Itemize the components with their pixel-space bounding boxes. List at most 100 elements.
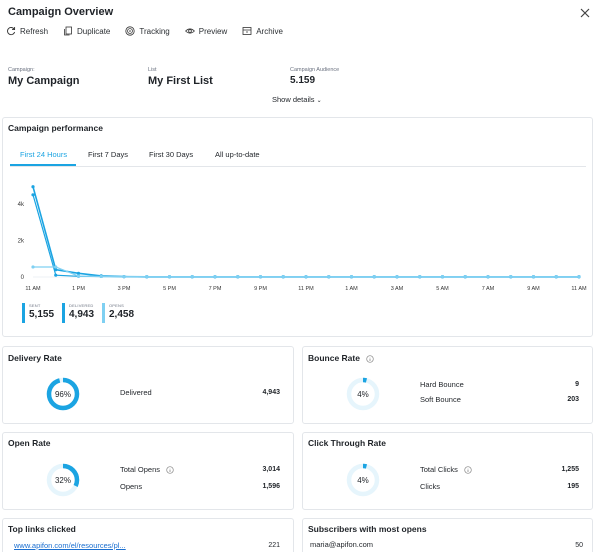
data-point xyxy=(463,275,467,279)
info-icon[interactable] xyxy=(366,355,374,363)
data-point xyxy=(281,275,285,279)
eye-icon xyxy=(184,28,195,34)
data-point xyxy=(145,275,149,279)
total-clicks-value: 1,255 xyxy=(561,466,579,473)
data-point xyxy=(99,274,103,279)
campaign-name: My Campaign xyxy=(8,75,80,87)
x-tick-label: 7 PM xyxy=(209,286,222,292)
info-icon[interactable] xyxy=(166,466,174,474)
close-icon[interactable] xyxy=(578,6,592,20)
total-opens-value: 3,014 xyxy=(262,466,280,473)
data-point xyxy=(304,275,308,279)
series-line xyxy=(32,186,579,278)
subscribers-card xyxy=(302,518,593,552)
x-tick-label: 9 AM xyxy=(527,286,540,292)
list-label: List xyxy=(148,67,157,73)
delivered-label: Delivered xyxy=(120,388,152,397)
archive-button[interactable]: Archive xyxy=(242,26,283,36)
bounce-rate-percent: 4% xyxy=(357,390,369,399)
stat-opens-label: OPENS xyxy=(109,303,125,308)
x-tick-label: 11 AM xyxy=(571,286,587,292)
toolbar: Refresh Duplicate Tracking Preview Archi… xyxy=(6,24,298,38)
x-tick-label: 1 AM xyxy=(345,286,358,292)
refresh-label: Refresh xyxy=(20,26,49,36)
data-point xyxy=(349,275,354,279)
x-tick-label: 5 AM xyxy=(436,286,449,292)
series-line xyxy=(32,194,579,278)
stat-delivered-label: DELIVERED xyxy=(69,303,94,308)
archive-icon xyxy=(242,27,252,35)
tab-first-24-hours[interactable]: First 24 Hours xyxy=(20,150,68,159)
x-tick-label: 3 PM xyxy=(118,286,131,292)
data-point xyxy=(554,275,558,279)
open-rate-percent: 32% xyxy=(54,476,71,485)
tab-first-7-days[interactable]: First 7 Days xyxy=(88,150,129,159)
stat-opens: OPENS 2,458 xyxy=(102,303,134,323)
data-point xyxy=(531,275,536,279)
clicks-value: 195 xyxy=(567,483,579,490)
data-point xyxy=(577,275,581,279)
data-point xyxy=(418,275,422,279)
y-tick-label: 0 xyxy=(21,275,25,281)
info-icon[interactable] xyxy=(464,466,472,474)
data-point xyxy=(76,271,81,275)
tracking-label: Tracking xyxy=(139,26,170,36)
subscriber-email: maria@apifon.com xyxy=(310,540,374,549)
top-link-count: 221 xyxy=(268,542,280,549)
preview-button[interactable]: Preview xyxy=(184,26,228,36)
performance-chart: 0 2k 4k 11 AM 1 PM 3 PM 5 PM 7 PM 9 PM 11 PM 1 AM 3… xyxy=(18,185,587,292)
data-point xyxy=(395,275,399,279)
total-opens-row: Total Opens xyxy=(120,465,174,474)
x-tick-label: 7 AM xyxy=(482,286,495,292)
donut-arc xyxy=(346,463,380,497)
data-point xyxy=(54,265,58,269)
duplicate-button[interactable]: Duplicate xyxy=(63,26,110,36)
stat-delivered: DELIVERED 4,943 xyxy=(62,303,94,323)
refresh-icon xyxy=(7,27,16,36)
tracking-icon xyxy=(125,26,135,36)
data-point xyxy=(122,275,126,279)
preview-label: Preview xyxy=(198,26,228,36)
campaign-performance-card xyxy=(2,117,593,337)
list-meta: List My First List xyxy=(148,67,213,87)
data-point xyxy=(54,273,58,277)
audience-meta: Campaign Audience 5.159 xyxy=(290,67,339,86)
click-through-rate-title: Click Through Rate xyxy=(308,438,386,448)
total-opens-label: Total Opens xyxy=(120,465,161,474)
donut-arc xyxy=(46,377,80,411)
bounce-rate-donut xyxy=(346,377,380,411)
data-point xyxy=(440,275,445,279)
opens-label: Opens xyxy=(120,482,143,491)
delivery-rate-donut xyxy=(46,377,80,411)
data-point xyxy=(372,275,376,279)
data-point xyxy=(31,185,35,189)
click-through-rate-percent: 4% xyxy=(357,476,369,485)
stat-sent-label: SENT xyxy=(29,303,41,308)
bounce-rate-title: Bounce Rate xyxy=(308,353,374,363)
performance-title: Campaign performance xyxy=(8,123,103,133)
total-clicks-row: Total Clicks xyxy=(420,465,472,474)
data-point xyxy=(236,275,240,279)
tab-first-30-days[interactable]: First 30 Days xyxy=(149,150,194,159)
open-rate-donut xyxy=(46,463,80,497)
click-through-rate-donut xyxy=(346,463,380,497)
hard-bounce-value: 9 xyxy=(575,381,579,388)
x-tick-label: 11 PM xyxy=(298,286,314,292)
tracking-button[interactable]: Tracking xyxy=(125,26,170,36)
delivery-rate-title: Delivery Rate xyxy=(8,353,62,363)
top-link-url[interactable]: www.apifon.com/el/resources/pl... xyxy=(14,541,126,550)
y-tick-label: 4k xyxy=(18,202,25,208)
page-title: Campaign Overview xyxy=(8,6,114,18)
campaign-meta: Campaign: My Campaign xyxy=(8,67,80,87)
duplicate-label: Duplicate xyxy=(77,26,111,36)
x-tick-label: 1 PM xyxy=(72,286,85,292)
tab-all-up-to-date[interactable]: All up-to-date xyxy=(215,150,260,159)
soft-bounce-label: Soft Bounce xyxy=(420,395,461,404)
audience-label: Campaign Audience xyxy=(290,67,340,73)
refresh-button[interactable]: Refresh xyxy=(6,26,48,36)
top-links-card xyxy=(2,518,294,552)
show-details-toggle[interactable]: Show details ⌄ xyxy=(272,95,322,104)
active-tab-indicator xyxy=(10,164,76,166)
subscribers-title: Subscribers with most opens xyxy=(308,524,427,534)
stat-delivered-value: 4,943 xyxy=(69,309,95,320)
